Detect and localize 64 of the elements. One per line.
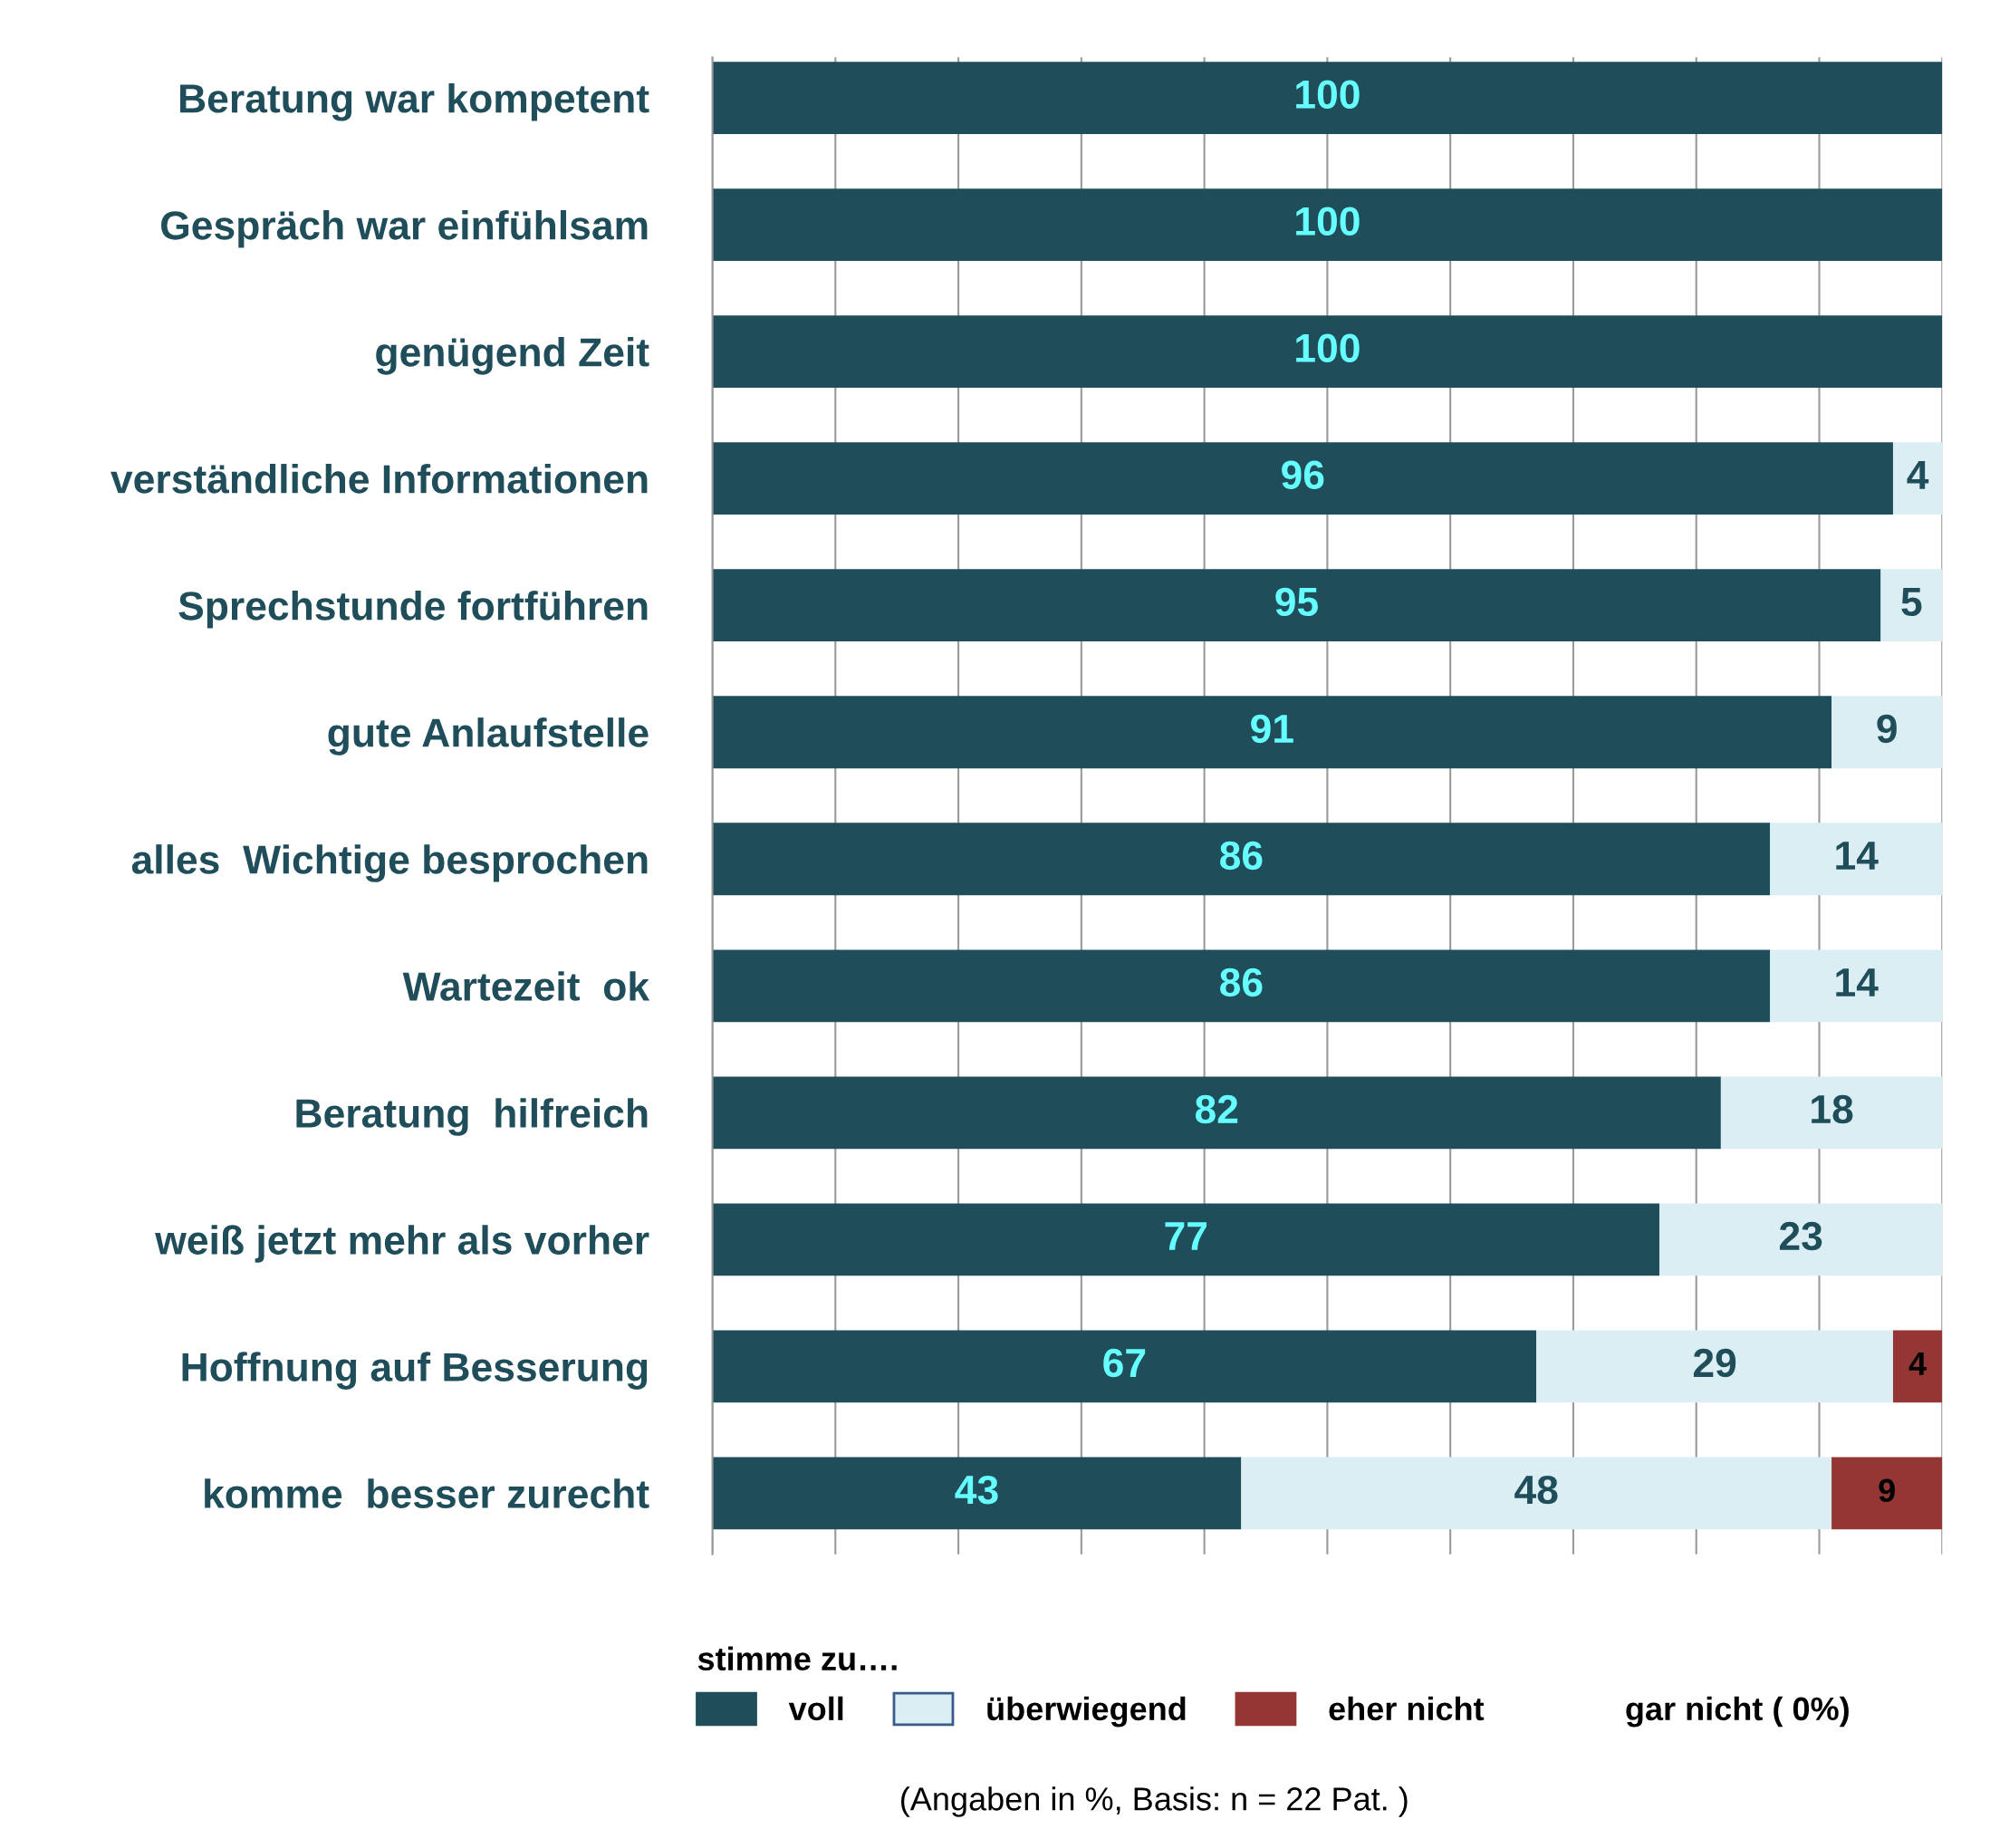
data-label: 4 <box>1908 1352 1927 1375</box>
legend-label: eher nicht <box>1329 1696 1485 1721</box>
legend-title: stimme zu…. <box>697 1646 897 1671</box>
data-label: 18 <box>1812 1094 1853 1124</box>
y-tick-label: verständliche Informationen <box>111 464 648 494</box>
bar <box>712 1203 1659 1276</box>
bar <box>712 823 1771 896</box>
bar <box>1892 1330 1943 1403</box>
bar <box>1658 1203 1943 1276</box>
data-label: 96 <box>1282 460 1324 490</box>
y-tick-label: alles Wichtige besprochen <box>131 844 648 882</box>
bar <box>712 62 1943 134</box>
bar <box>712 188 1943 261</box>
bar <box>1831 696 1943 769</box>
y-tick-label: genügend Zeit <box>376 337 649 375</box>
data-label: 9 <box>1877 714 1897 744</box>
y-tick-label: Beratung war kompetent <box>180 82 649 121</box>
data-label: 14 <box>1836 842 1879 870</box>
data-label: 95 <box>1275 587 1318 617</box>
data-label: 86 <box>1220 841 1263 871</box>
data-label: 9 <box>1879 1478 1895 1503</box>
bar <box>1770 823 1943 896</box>
bar <box>1770 949 1943 1023</box>
text: gar nicht ( 0%) <box>1626 1696 1849 1728</box>
y-tick-label: gute Anlaufstelle <box>328 717 649 756</box>
data-label: 77 <box>1165 1222 1207 1250</box>
bar <box>1720 1076 1943 1150</box>
data-label: 4 <box>1907 461 1929 489</box>
y-tick-label: weiß jetzt mehr als vorher <box>155 1225 649 1263</box>
bar <box>712 949 1771 1023</box>
data-label: 100 <box>1296 333 1360 363</box>
bar <box>712 696 1832 769</box>
data-label: 23 <box>1779 1221 1822 1251</box>
y-tick-label: Wartezeit ok <box>402 971 650 1001</box>
bar <box>712 315 1943 389</box>
bar <box>1241 1457 1832 1530</box>
bar <box>1880 569 1943 642</box>
data-label: 67 <box>1103 1348 1146 1378</box>
bar <box>712 442 1893 515</box>
bar <box>712 1076 1721 1150</box>
data-label: 100 <box>1296 80 1360 109</box>
y-tick-label: Beratung hilfreich <box>296 1098 648 1136</box>
data-label: 48 <box>1514 1475 1558 1505</box>
bar <box>1831 1457 1943 1530</box>
y-tick-label: komme besser zurecht <box>205 1478 649 1508</box>
data-label: 82 <box>1195 1094 1238 1124</box>
data-label: 5 <box>1901 588 1922 617</box>
text: (Angaben in %, Basis: n = 22 Pat. ) <box>900 1786 1408 1817</box>
legend-label: voll <box>788 1696 843 1721</box>
bar <box>712 1330 1537 1403</box>
legend-label: überwiegend <box>987 1696 1186 1728</box>
y-tick-label: Sprechstunde fortführen <box>178 591 648 629</box>
data-label: 100 <box>1296 207 1360 236</box>
y-tick-label: Hoffnung auf Besserung <box>182 1352 648 1390</box>
bar <box>712 569 1881 642</box>
bar <box>1536 1330 1893 1403</box>
bar <box>712 1457 1242 1530</box>
data-label: 86 <box>1220 967 1263 997</box>
data-label: 43 <box>955 1475 998 1505</box>
y-tick-label: Gespräch war einfühlsam <box>161 209 648 248</box>
data-label: 29 <box>1693 1348 1736 1378</box>
bar <box>1892 442 1943 515</box>
data-label: 14 <box>1836 968 1879 996</box>
data-label: 91 <box>1251 714 1293 744</box>
